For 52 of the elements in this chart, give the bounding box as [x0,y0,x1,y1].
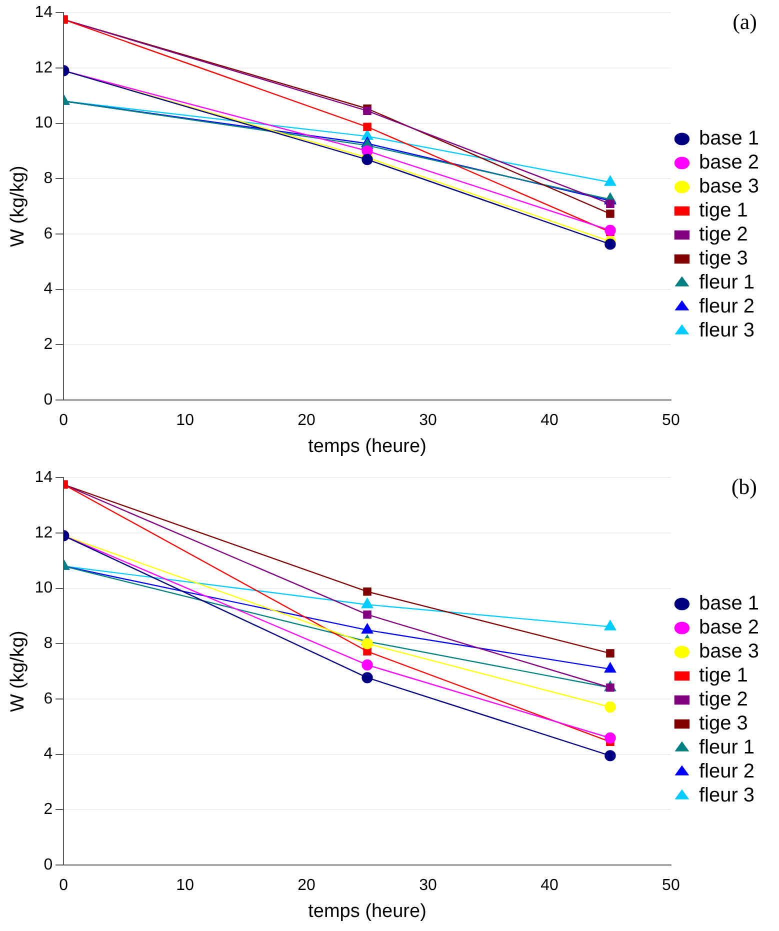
y-tick-label: 6 [44,690,53,708]
legend-label: fleur 2 [698,760,755,783]
y-tick-label: 0 [44,391,53,408]
x-tick-label: 0 [59,877,68,894]
x-tick-label: 50 [662,412,680,430]
y-tick-label: 14 [34,4,53,22]
legend-label: tige 1 [698,664,748,687]
x-tick-label: 20 [298,412,316,430]
legend-label: fleur 2 [698,296,755,318]
legend-label: base 2 [698,616,760,639]
y-tick-label: 12 [34,524,53,542]
y-axis-title: W (kg/kg) [8,630,29,712]
legend-label: fleur 1 [698,272,755,294]
x-tick-label: 30 [419,877,438,894]
x-tick-label: 40 [540,412,558,430]
y-tick-label: 8 [44,635,53,652]
y-axis-title: W (kg/kg) [8,166,29,247]
x-tick-label: 0 [59,412,68,430]
legend-label: tige 3 [698,248,748,270]
y-tick-label: 12 [34,59,53,76]
legend-label: tige 3 [698,712,748,735]
legend-label: base 1 [698,592,760,615]
legend-label: fleur 3 [698,784,755,807]
x-tick-label: 20 [298,877,316,894]
y-tick-label: 10 [34,580,53,597]
y-tick-label: 14 [34,469,53,486]
legend-label: base 3 [698,640,760,663]
y-tick-label: 4 [44,746,53,763]
x-axis-title: temps (heure) [308,436,426,457]
y-tick-label: 10 [34,114,53,132]
x-tick-label: 40 [540,877,558,894]
x-tick-label: 10 [176,877,194,894]
legend-label: base 1 [698,128,760,150]
y-tick-label: 0 [44,856,53,874]
text: (a) [732,8,757,34]
y-tick-label: 2 [44,336,53,354]
y-tick-label: 6 [44,225,53,242]
x-tick-label: 50 [662,877,680,894]
text: (b) [731,474,757,499]
legend-label: tige 2 [698,224,748,246]
legend-label: tige 1 [698,200,748,222]
y-tick-label: 2 [44,801,53,818]
y-tick-label: 4 [44,280,53,298]
y-tick-label: 8 [44,170,53,188]
legend-label: fleur 1 [698,736,755,759]
legend-label: base 2 [698,152,760,174]
x-tick-label: 30 [419,412,438,430]
x-tick-label: 10 [176,412,194,430]
legend-label: fleur 3 [698,320,755,342]
legend-label: base 3 [698,176,760,198]
legend-label: tige 2 [698,688,748,711]
x-axis-title: temps (heure) [308,900,426,922]
